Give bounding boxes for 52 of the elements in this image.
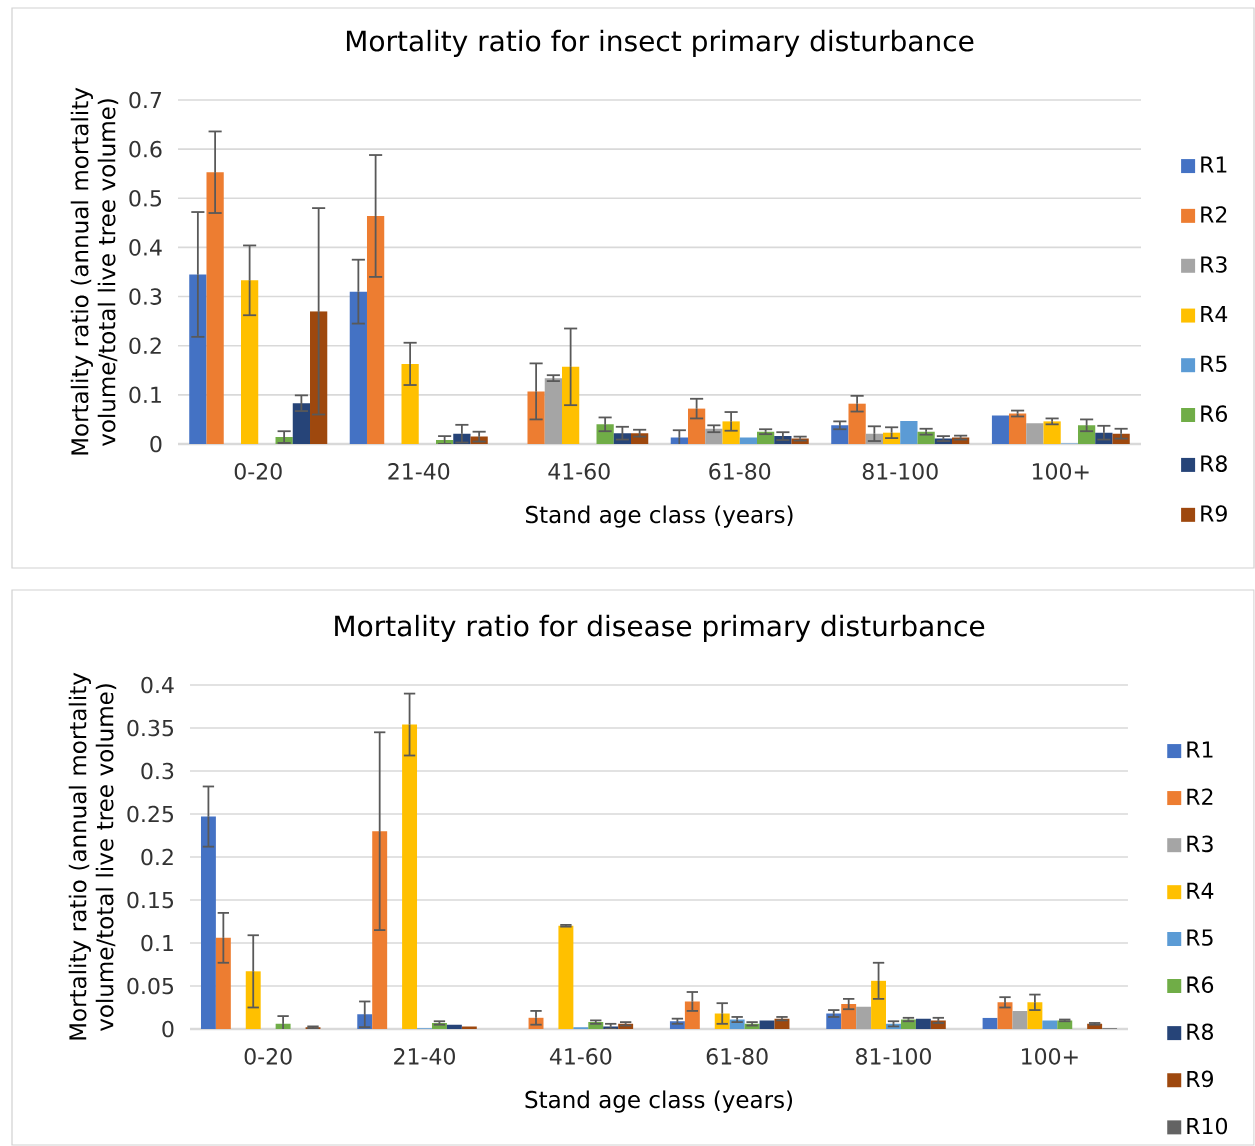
legend-label: R3 — [1187, 835, 1213, 853]
x-tick-label: 21-40 — [394, 1048, 455, 1065]
x-tick-label: 61-80 — [709, 463, 771, 480]
y-tick-label: 0.6 — [129, 140, 162, 158]
x-tick-label: 0-20 — [244, 1048, 292, 1065]
x-axis-title: Stand age class (years) — [526, 505, 793, 528]
x-tick-label: 21-40 — [388, 463, 450, 480]
y-tick-label: 0.4 — [129, 239, 162, 256]
legend-label: R4 — [1187, 882, 1214, 899]
legend-label: R6 — [1187, 976, 1214, 993]
y-tick-label: 0 — [162, 1020, 174, 1038]
legend-label: R8 — [1201, 455, 1227, 472]
y-tick-label: 0.05 — [127, 977, 174, 995]
x-tick-label: 100+ — [1022, 1048, 1078, 1065]
x-tick-label: 61-80 — [706, 1048, 768, 1065]
y-tick-label: 0.3 — [129, 288, 162, 305]
legend-label: R1 — [1187, 741, 1213, 758]
x-tick-label: 41-60 — [549, 1048, 612, 1065]
y-tick-label: 0.1 — [141, 934, 173, 952]
chart-title: Mortality ratio for insect primary disturbance — [346, 29, 974, 57]
legend-label: R9 — [1201, 505, 1227, 522]
y-axis-title: Mortality ratio (annual mortality volume/total live tree volume) — [68, 672, 117, 1040]
y-tick-label: 0.1 — [129, 386, 161, 404]
x-axis-title: Stand age class (years) — [525, 1090, 793, 1113]
legend-label: R4 — [1201, 306, 1228, 323]
chart-title: Mortality ratio for disease primary disturbance — [335, 614, 985, 642]
legend-label: R1 — [1201, 156, 1227, 173]
legend-label: R5 — [1187, 929, 1213, 946]
x-tick-label: 81-100 — [856, 1048, 931, 1065]
legend-label: R8 — [1187, 1023, 1213, 1041]
y-tick-label: 0.35 — [127, 719, 174, 737]
legend-label: R5 — [1201, 355, 1227, 373]
y-tick-label: 0.5 — [129, 189, 162, 207]
y-tick-label: 0 — [150, 435, 162, 453]
y-tick-label: 0.2 — [129, 337, 161, 355]
y-tick-label: 0.15 — [127, 891, 174, 909]
legend-label: R3 — [1201, 256, 1227, 273]
legend-label: R10 — [1187, 1117, 1228, 1135]
legend-label: R9 — [1187, 1070, 1213, 1088]
legend-label: R2 — [1201, 206, 1227, 223]
y-tick-label: 0.2 — [141, 848, 173, 866]
legend-label: R2 — [1187, 788, 1213, 805]
x-tick-label: 0-20 — [234, 463, 282, 480]
x-tick-label: 100+ — [1032, 463, 1089, 480]
y-tick-label: 0.3 — [141, 762, 174, 780]
y-tick-label: 0.4 — [141, 676, 174, 694]
x-tick-label: 81-100 — [862, 463, 938, 480]
y-axis-title: Mortality ratio (annual mortality volume/total live tree volume) — [70, 87, 119, 455]
x-tick-label: 41-60 — [548, 463, 610, 480]
y-tick-label: 0.25 — [127, 805, 174, 823]
y-tick-label: 0.7 — [129, 91, 162, 109]
legend-label: R6 — [1201, 405, 1227, 422]
